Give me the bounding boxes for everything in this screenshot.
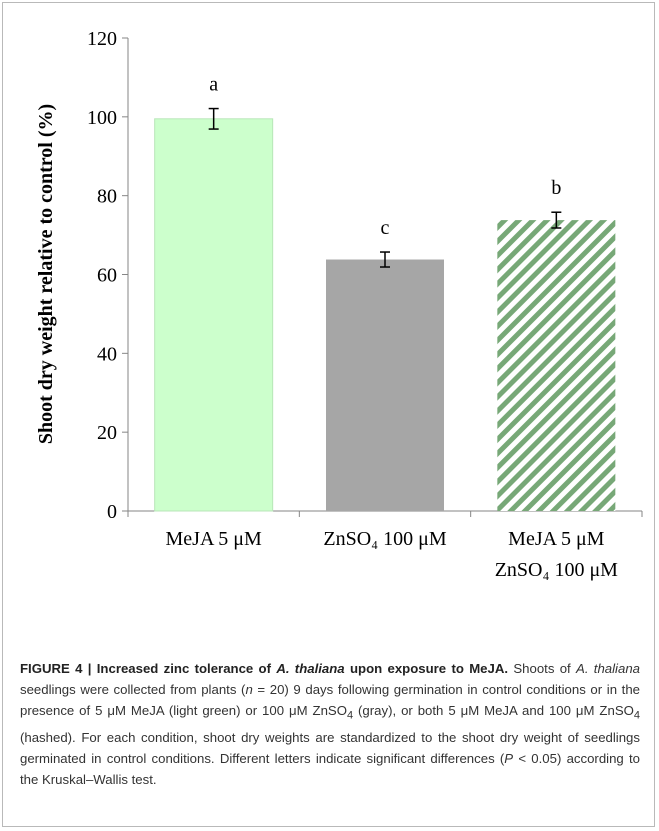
category-label-3-line-1: MeJA 5 μM — [508, 528, 605, 550]
y-tick-label: 0 — [107, 501, 117, 523]
bar-3 — [497, 220, 616, 512]
y-tick-label: 60 — [97, 265, 117, 287]
y-tick-label: 80 — [97, 186, 117, 208]
y-tick-label: 20 — [97, 422, 117, 444]
category-label-1-line-1: MeJA 5 μM — [166, 528, 263, 550]
significance-letter-3: b — [551, 177, 561, 199]
caption-text-1: Shoots of — [508, 661, 577, 676]
caption-sub-1: 4 — [346, 709, 354, 722]
significance-letter-2: c — [381, 217, 390, 239]
caption-figure-label: FIGURE 4 | Increased zinc tolerance of — [20, 661, 277, 676]
y-tick-label: 100 — [87, 107, 117, 129]
caption-sub-2: 4 — [633, 709, 640, 722]
caption-n: n — [245, 682, 253, 697]
caption-species: A. thaliana — [576, 661, 640, 676]
caption-p: P — [504, 750, 514, 766]
caption-text-6: < 0.05) according to the Kruskal–Wallis … — [20, 750, 640, 787]
bar-chart: 0 20 40 60 80 100 120 a MeJA 5 μM c ZnSO₄ 100 μM b… — [35, 28, 643, 581]
figure-caption: FIGURE 4 | Increased zinc tolerance of A… — [20, 658, 640, 790]
caption-text-3: = 20) 9 days following germination in co… — [20, 682, 640, 718]
caption-text-2: seedlings were collected from plants ( — [20, 682, 246, 697]
category-label-3-line-2: ZnSO₄ 100 μM — [495, 559, 618, 581]
bar-2 — [326, 259, 444, 511]
y-tick-label: 120 — [87, 28, 117, 50]
bar-1 — [154, 118, 274, 512]
y-axis-label: Shoot dry weight relative to control (%) — [35, 104, 57, 444]
caption-text-5: (hashed). For each condition, shoot dry … — [20, 729, 640, 766]
caption-title-rest: upon exposure to MeJA. — [344, 661, 509, 676]
category-label-2-line-1: ZnSO₄ 100 μM — [323, 528, 446, 550]
significance-letter-1: a — [209, 74, 218, 96]
caption-text-4: (gray), or both 5 μM MeJA and 100 μM ZnS… — [353, 703, 634, 718]
caption-species-bold: A. thaliana — [276, 661, 345, 676]
y-tick-label: 40 — [97, 343, 117, 365]
